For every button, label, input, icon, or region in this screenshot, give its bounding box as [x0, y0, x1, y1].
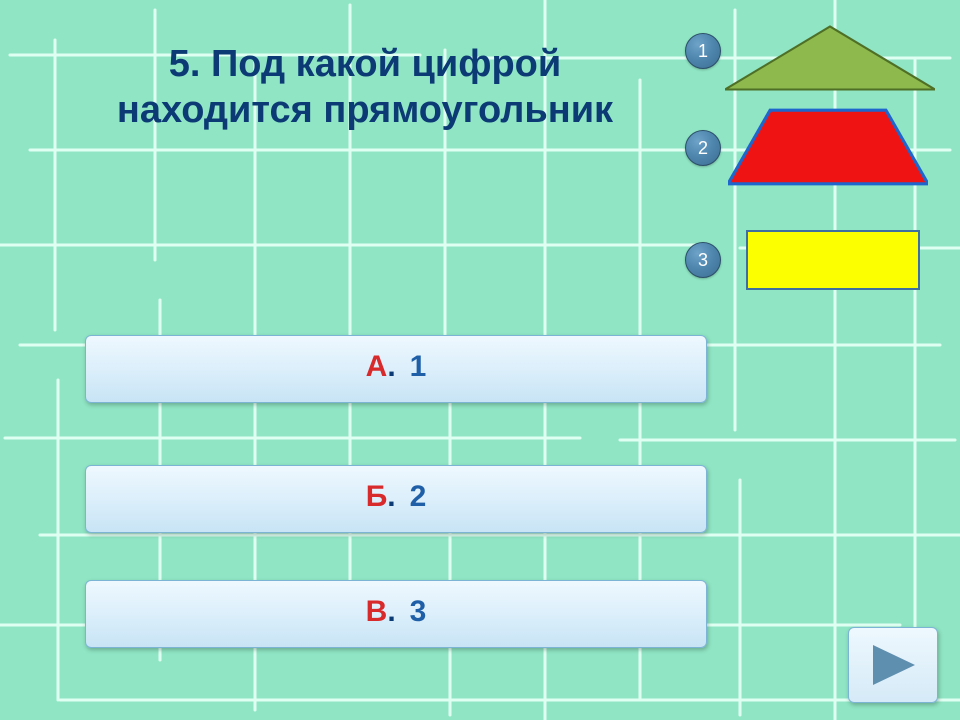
answer-b-letter: Б: [366, 480, 388, 513]
answer-option-b[interactable]: Б. 2: [85, 465, 707, 533]
play-icon: [867, 641, 919, 689]
answer-a-value: 1: [410, 350, 427, 383]
answer-a-dot: .: [387, 350, 395, 383]
answer-a-letter: А: [366, 350, 388, 383]
answer-c-letter: В: [366, 595, 388, 628]
shape-badge-2: 2: [685, 130, 721, 166]
triangle-icon: [725, 27, 935, 90]
slide-root: 5. Под какой цифрой находится прямоуголь…: [0, 0, 960, 720]
question-text: 5. Под какой цифрой находится прямоуголь…: [100, 42, 630, 133]
answer-option-a[interactable]: А. 1: [85, 335, 707, 403]
rectangle-icon: [747, 231, 919, 289]
badge-3-label: 3: [698, 250, 708, 271]
shape-badge-1: 1: [685, 33, 721, 69]
answer-b-value: 2: [410, 480, 427, 513]
answer-b-dot: .: [387, 480, 395, 513]
answer-c-value: 3: [410, 595, 427, 628]
badge-1-label: 1: [698, 41, 708, 62]
shape-rectangle: [746, 230, 922, 297]
answer-c-dot: .: [387, 595, 395, 628]
answer-option-c[interactable]: В. 3: [85, 580, 707, 648]
trapezoid-icon: [728, 110, 928, 184]
badge-2-label: 2: [698, 138, 708, 159]
shape-badge-3: 3: [685, 242, 721, 278]
next-button[interactable]: [848, 627, 938, 703]
shape-triangle: [725, 25, 935, 91]
shape-trapezoid: [728, 108, 928, 186]
